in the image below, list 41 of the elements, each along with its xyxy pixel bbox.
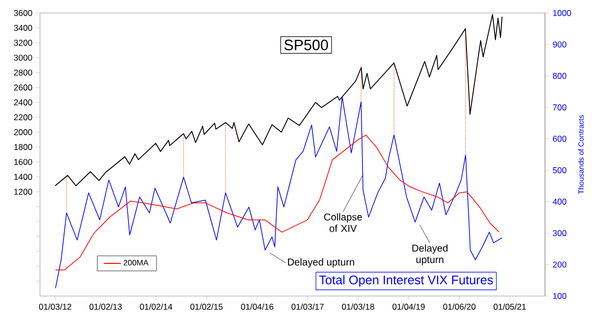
x-tick-label: 01/03/18 [342, 304, 374, 310]
x-tick-label: 01/04/16 [241, 304, 274, 310]
y2-tick-label: 400 [552, 198, 566, 205]
y-tick-label: 3200 [14, 40, 32, 46]
y2-tick-label: 200 [552, 262, 566, 268]
y-tick-label: 1400 [14, 174, 32, 180]
y-tick-label: 2000 [14, 129, 32, 136]
annotation: Delayed upturn [288, 258, 354, 268]
x-tick-label: 01/06/20 [443, 304, 476, 310]
x-tick-label: 01/02/14 [140, 304, 172, 310]
y-tick-label: 3400 [14, 24, 32, 31]
annotation: SP500 [284, 40, 328, 50]
y-tick-label: 2200 [14, 114, 32, 120]
x-tick-label: 01/03/12 [39, 304, 72, 310]
annotation: Delayed upturn [412, 244, 448, 266]
x-tick-label: 01/03/17 [291, 304, 324, 310]
x-tick-label: 01/05/21 [494, 304, 526, 310]
y2-tick-label: 800 [552, 72, 566, 79]
y2-tick-label: 500 [552, 167, 566, 174]
y-tick-label: 2400 [14, 99, 32, 106]
y-tick-label: 1600 [14, 158, 32, 165]
y2-tick-label: 600 [552, 136, 566, 142]
annotation: Collapse of XIV [324, 213, 362, 232]
y2-tick-label: 700 [552, 104, 566, 110]
annotation: Total Open Interest VIX Futures [319, 275, 493, 287]
y-tick-label: 1200 [14, 188, 32, 195]
x-tick-label: 01/02/13 [89, 304, 122, 310]
y2-tick-label: 1000 [553, 10, 572, 16]
line-series [55, 134, 500, 270]
y-tick-label: 2600 [14, 84, 32, 90]
y2-tick-label: 300 [552, 230, 566, 236]
y-tick-label: 2800 [14, 70, 32, 76]
y-tick-label: 1800 [14, 144, 32, 150]
x-tick-label: 01/02/15 [190, 304, 223, 310]
y-tick-label: 3000 [14, 54, 32, 61]
y-tick-label: 3600 [14, 10, 32, 16]
y2-tick-label: 900 [552, 41, 566, 48]
x-tick-label: 01/04/19 [392, 304, 425, 310]
line-series [55, 96, 502, 289]
y2-tick-label: 100 [553, 293, 566, 299]
line-series [54, 14, 502, 186]
